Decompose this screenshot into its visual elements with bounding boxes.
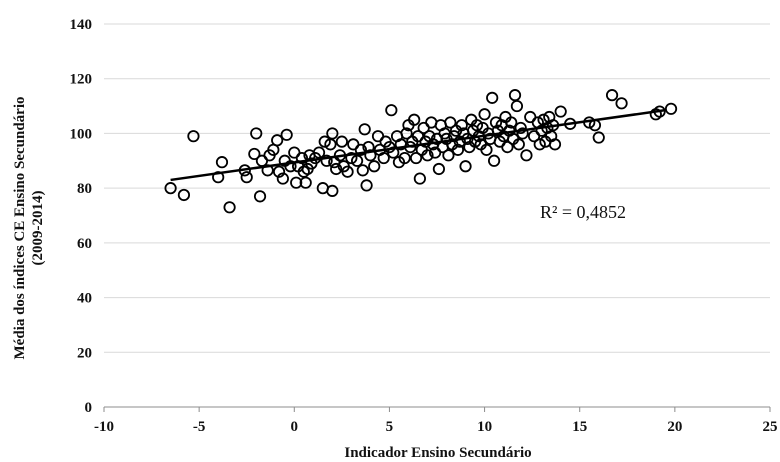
data-point — [592, 131, 605, 144]
data-point — [486, 91, 499, 104]
data-point — [505, 116, 518, 129]
y-tick-label: 0 — [85, 400, 93, 416]
data-point — [284, 160, 297, 173]
data-point — [413, 172, 426, 185]
data-point — [442, 149, 455, 162]
x-tick-label: 0 — [291, 419, 299, 435]
data-point — [318, 135, 331, 148]
data-point — [358, 123, 371, 136]
x-tick-labels: -10 -5 0 5 10 15 20 25 — [94, 419, 778, 435]
x-tick-label: 10 — [477, 419, 492, 435]
data-point — [164, 182, 177, 195]
data-point — [385, 104, 398, 117]
data-point — [444, 116, 457, 129]
x-tick-label: 5 — [386, 419, 394, 435]
data-point — [478, 108, 491, 121]
y-tick-label: 100 — [70, 126, 93, 142]
data-point — [335, 135, 348, 148]
data-point — [533, 138, 546, 151]
y-tick-labels: 0 20 40 60 80 100 120 140 — [70, 17, 93, 416]
data-point — [487, 154, 501, 167]
data-point — [276, 172, 289, 185]
data-point — [480, 143, 493, 156]
data-point — [508, 89, 522, 102]
data-point — [345, 151, 358, 165]
y-axis-title-line1: Média dos índices CE Ensino Secundário — [12, 97, 28, 360]
data-point — [398, 151, 411, 165]
data-point — [326, 184, 339, 197]
x-tick-label: -5 — [193, 419, 206, 435]
data-point — [451, 143, 465, 156]
x-tick-label: 15 — [572, 419, 587, 435]
data-point — [510, 99, 524, 113]
data-point — [421, 149, 434, 162]
data-point — [299, 176, 312, 189]
data-point — [295, 151, 308, 165]
y-tick-label: 140 — [70, 17, 93, 33]
y-tick-label: 80 — [77, 181, 92, 197]
y-tick-label: 120 — [70, 72, 93, 88]
data-point — [459, 160, 472, 173]
data-point — [320, 154, 333, 167]
gridlines — [104, 23, 770, 353]
data-point — [350, 154, 364, 167]
x-tick-label: 25 — [763, 419, 778, 435]
data-point — [516, 127, 529, 140]
y-axis-title-line2: (2009-2014) — [30, 191, 46, 266]
data-point — [364, 149, 377, 162]
data-point — [177, 188, 191, 202]
data-point — [432, 162, 446, 176]
y-tick-label: 60 — [77, 236, 92, 252]
data-point — [280, 128, 293, 141]
data-point — [253, 190, 267, 203]
data-point — [455, 119, 468, 132]
data-point — [408, 113, 421, 126]
data-point — [187, 130, 200, 143]
axes — [103, 406, 771, 412]
data-point — [615, 97, 628, 110]
y-tick-label: 40 — [77, 291, 92, 307]
data-point — [330, 162, 343, 176]
x-tick-label: -10 — [94, 419, 114, 435]
data-point — [489, 116, 503, 129]
data-point — [514, 121, 527, 135]
x-axis-title: Indicador Ensino Secundário — [344, 445, 531, 461]
data-point — [354, 143, 367, 156]
data-point — [409, 151, 423, 165]
y-tick-label: 20 — [77, 345, 92, 361]
data-point — [240, 171, 253, 184]
data-point — [501, 141, 514, 154]
data-point — [368, 160, 381, 173]
data-point — [512, 138, 525, 151]
data-point — [554, 105, 567, 118]
data-point — [248, 147, 261, 161]
data-points — [164, 89, 678, 214]
data-point — [215, 156, 229, 169]
data-point — [341, 165, 354, 178]
data-point — [271, 134, 284, 147]
data-point — [605, 89, 619, 102]
data-point — [377, 151, 390, 165]
x-tick-label: 20 — [667, 419, 682, 435]
data-point — [250, 127, 263, 140]
data-point — [223, 201, 236, 214]
data-point — [326, 127, 339, 140]
data-point — [400, 127, 413, 140]
trendline — [170, 108, 666, 182]
data-point — [356, 164, 369, 177]
data-point — [520, 149, 533, 162]
data-point — [360, 179, 373, 192]
data-point — [664, 102, 678, 115]
r-squared-annotation: R² = 0,4852 — [540, 202, 626, 222]
data-point — [548, 138, 562, 151]
data-point — [272, 165, 286, 178]
